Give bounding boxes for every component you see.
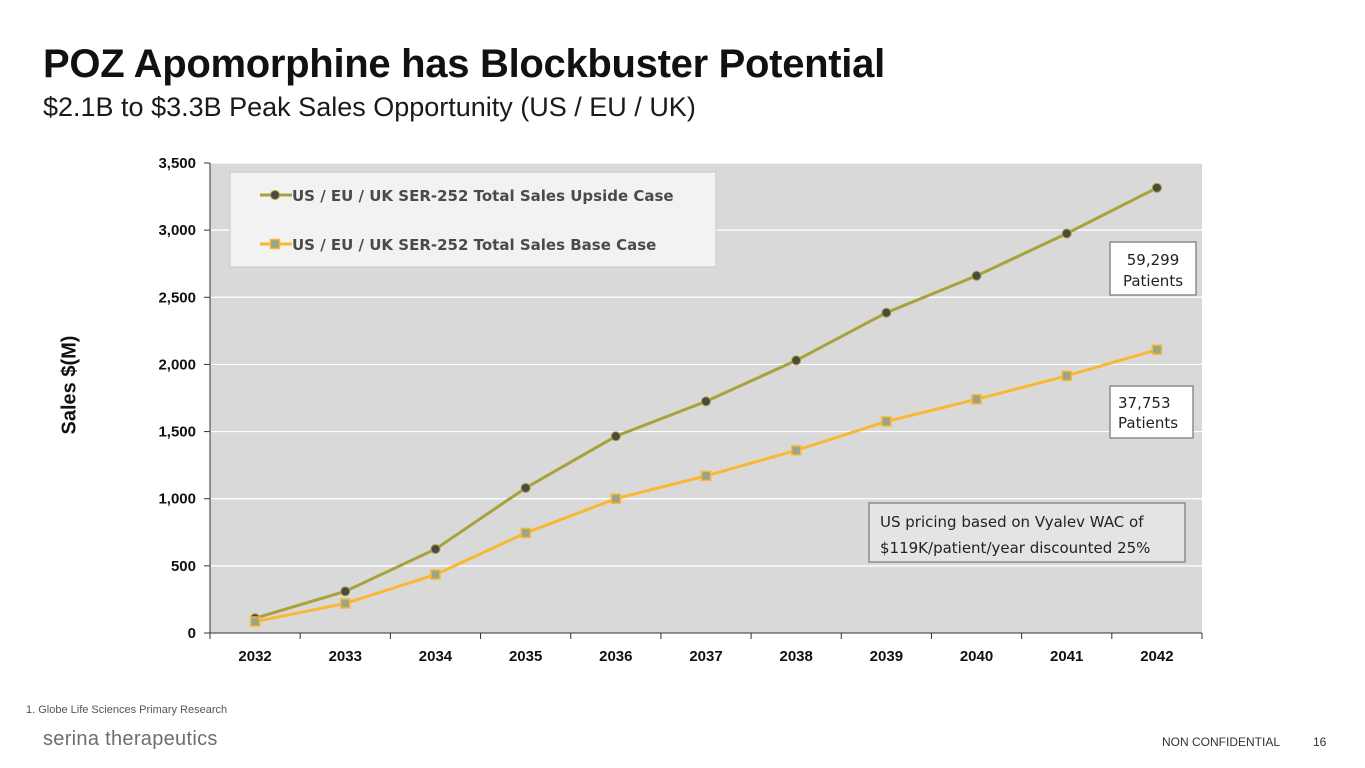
annotation-text: Patients — [1118, 414, 1178, 432]
page-subtitle: $2.1B to $3.3B Peak Sales Opportunity (U… — [43, 92, 696, 122]
annotation-callout: US pricing based on Vyalev WAC of $119K/p… — [868, 502, 1186, 563]
data-point — [520, 527, 531, 539]
y-tick-label: 2,500 — [158, 289, 196, 306]
data-point — [610, 493, 622, 504]
x-tick-label: 2042 — [1140, 648, 1173, 665]
x-tick-label: 2038 — [779, 648, 812, 665]
x-tick-label: 2036 — [599, 648, 632, 665]
legend-marker — [269, 238, 281, 250]
data-point — [1151, 344, 1163, 355]
y-tick-label: 3,000 — [158, 222, 196, 239]
page-number: 16 — [1313, 735, 1327, 749]
x-tick-label: 2037 — [689, 648, 722, 665]
data-point — [340, 586, 351, 597]
data-point — [249, 616, 261, 627]
company-logo-text: serina therapeutics — [43, 728, 218, 750]
x-tick-label: 2039 — [870, 648, 903, 665]
footnote: 1. Globe Life Sciences Primary Research — [26, 704, 228, 716]
y-tick-label: 2,000 — [158, 356, 196, 373]
x-tick-label: 2034 — [419, 648, 453, 665]
annotation-text: 59,299 — [1127, 251, 1180, 269]
data-point — [520, 482, 531, 493]
legend-marker — [270, 190, 280, 200]
annotation-callout: 59,299 Patients — [1109, 241, 1197, 296]
data-point — [1061, 228, 1072, 239]
y-tick-label: 3,500 — [158, 155, 196, 172]
classification-label: NON CONFIDENTIAL — [1162, 735, 1281, 749]
data-point — [791, 355, 802, 366]
annotation-text: 37,753 — [1118, 394, 1171, 412]
annotation-text: $119K/patient/year discounted 25% — [880, 539, 1150, 557]
legend-label: US / EU / UK SER-252 Total Sales Upside … — [292, 187, 674, 205]
y-tick-label: 1,500 — [158, 424, 196, 441]
y-tick-label: 0 — [188, 625, 196, 642]
x-tick-label: 2040 — [960, 648, 993, 665]
x-tick-label: 2033 — [329, 648, 362, 665]
legend: US / EU / UK SER-252 Total Sales Upside … — [229, 171, 717, 268]
x-tick-label: 2041 — [1050, 648, 1083, 665]
annotation-box — [1109, 385, 1194, 439]
data-point — [701, 396, 711, 407]
data-point — [1061, 370, 1072, 382]
annotation-box — [868, 502, 1186, 563]
data-point — [881, 307, 892, 318]
data-point — [1151, 182, 1162, 193]
legend-box — [229, 171, 717, 268]
page-title: POZ Apomorphine has Blockbuster Potentia… — [43, 42, 885, 86]
annotation-box — [1109, 241, 1197, 296]
data-point — [971, 394, 982, 405]
data-point — [971, 270, 982, 281]
legend-label: US / EU / UK SER-252 Total Sales Base Ca… — [292, 236, 656, 254]
data-point — [700, 470, 712, 482]
data-point — [881, 416, 892, 427]
annotation-callout: 37,753 Patients — [1109, 385, 1194, 439]
data-point — [430, 569, 441, 580]
x-tick-label: 2035 — [509, 648, 542, 665]
data-point — [430, 544, 441, 555]
annotation-text: Patients — [1123, 272, 1183, 290]
data-point — [790, 445, 802, 456]
annotation-text: US pricing based on Vyalev WAC of — [880, 513, 1144, 531]
data-point — [340, 598, 351, 609]
data-point — [610, 431, 621, 442]
x-tick-label: 2032 — [238, 648, 271, 665]
y-tick-label: 500 — [171, 558, 196, 575]
y-tick-label: 1,000 — [158, 491, 196, 508]
